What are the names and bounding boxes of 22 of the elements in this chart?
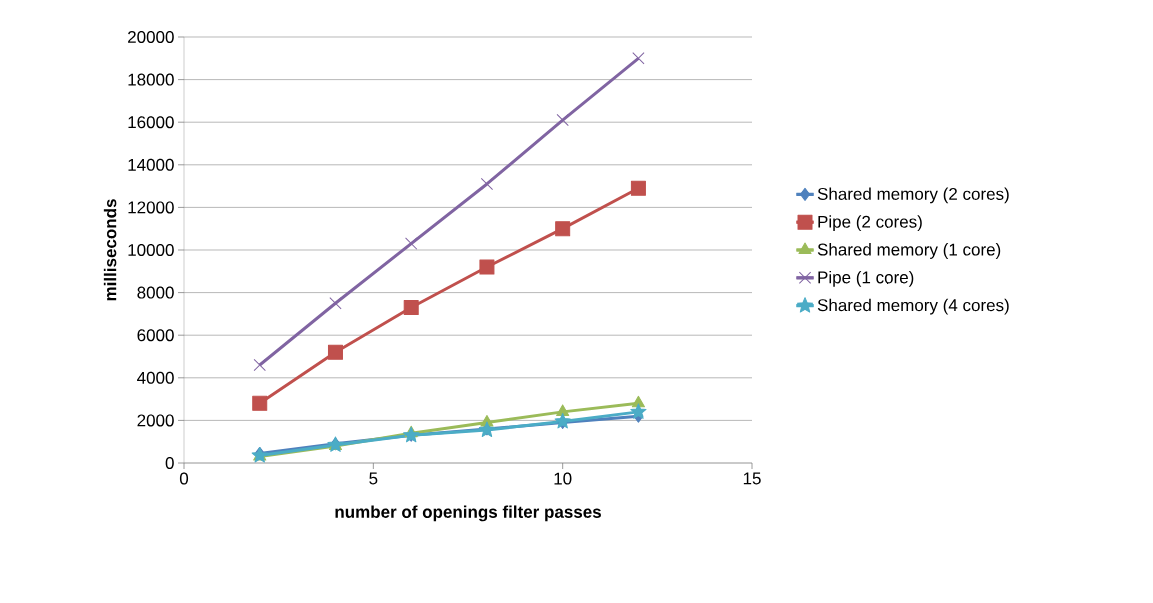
y-tick-label: 16000 <box>128 116 174 129</box>
x-tick-label: 10 <box>554 472 572 485</box>
legend-label: Pipe (1 core) <box>818 270 914 287</box>
legend-label: Pipe (2 cores) <box>818 215 922 232</box>
legend-label: Shared memory (1 core) <box>817 243 1001 259</box>
x-tick-label: 15 <box>743 472 761 485</box>
y-tick-label: 4000 <box>137 371 174 384</box>
x-tick-label: 0 <box>179 472 189 485</box>
y-tick-label: 20000 <box>128 30 174 44</box>
y-tick-label: 18000 <box>128 73 174 86</box>
y-tick-label: 12000 <box>128 201 174 214</box>
x-tick-label: 5 <box>369 472 378 485</box>
y-tick-label: 10000 <box>128 243 174 257</box>
legend-label: Shared memory (2 cores) <box>817 187 1009 204</box>
legend-label: Shared memory (4 cores) <box>817 298 1009 315</box>
y-tick-label: 14000 <box>128 158 174 171</box>
y-tick-label: 0 <box>165 456 174 470</box>
y-tick-label: 8000 <box>137 286 174 299</box>
x-axis-title: number of openings filter passes <box>335 505 601 522</box>
y-axis-title: milliseconds <box>103 199 117 301</box>
y-tick-label: 6000 <box>137 329 174 342</box>
y-tick-label: 2000 <box>137 414 174 427</box>
